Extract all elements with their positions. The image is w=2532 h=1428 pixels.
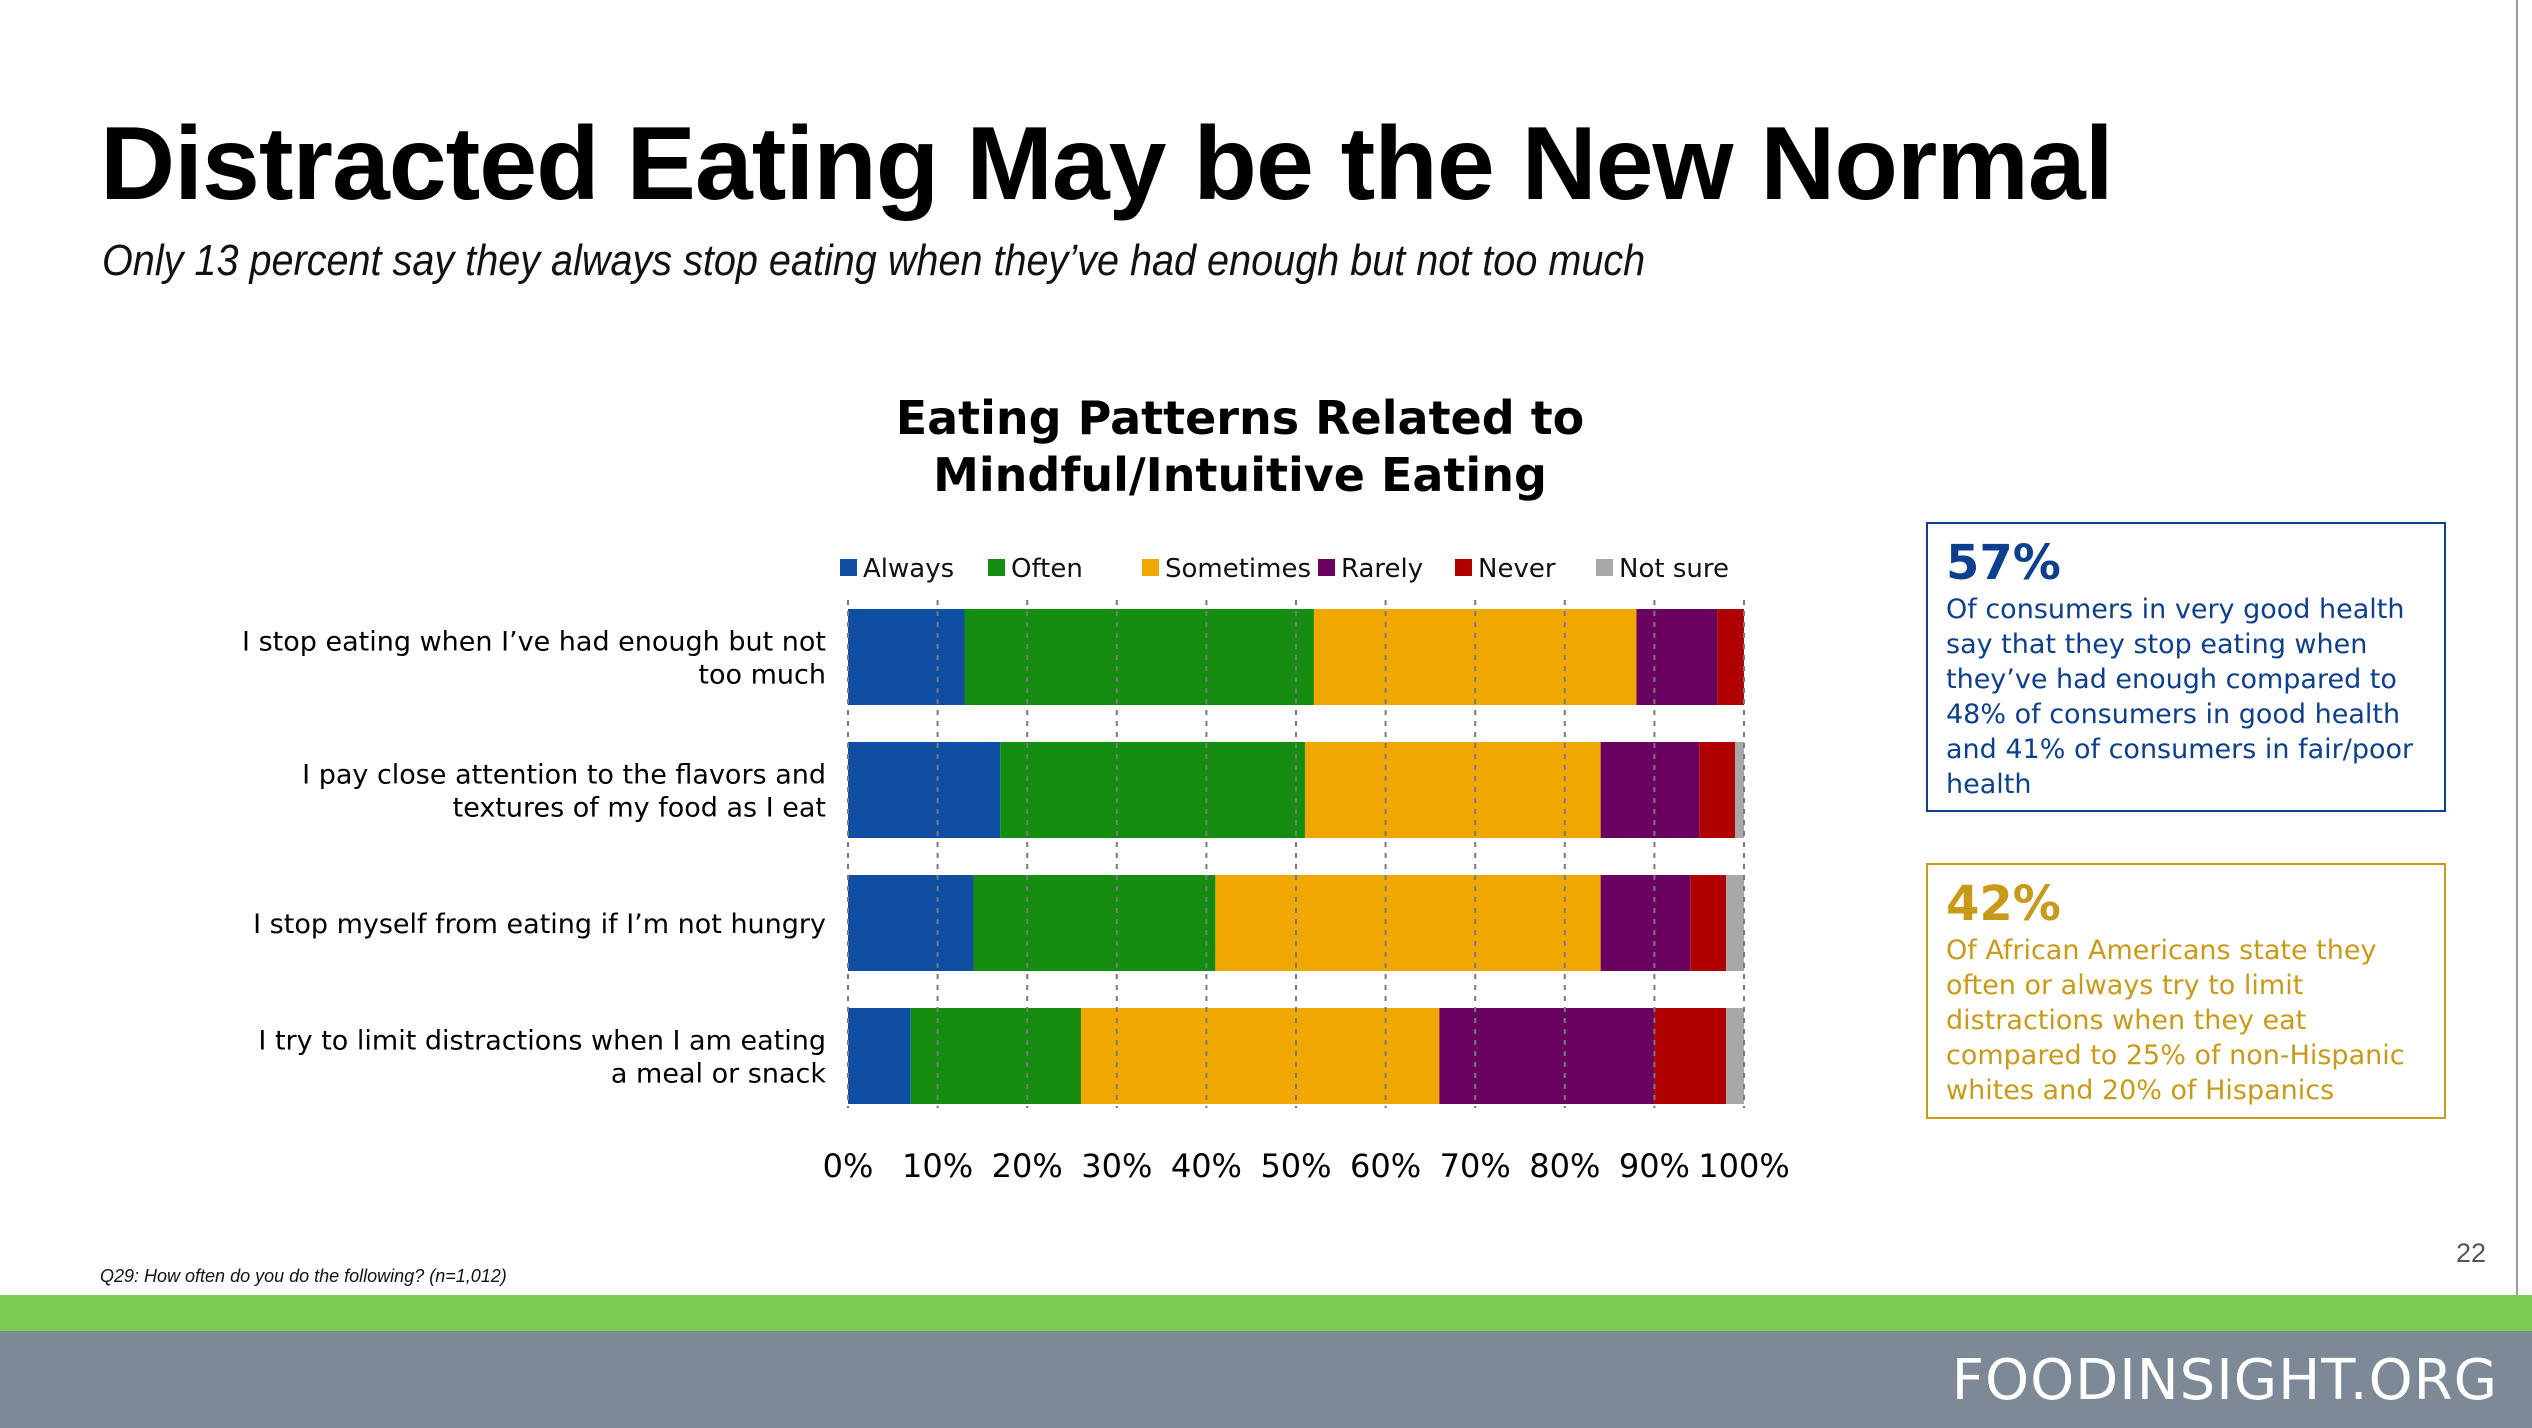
x-tick-label-7: 70% bbox=[1440, 1147, 1511, 1185]
x-tick-label-8: 80% bbox=[1529, 1147, 1600, 1185]
bar-2-1 bbox=[973, 875, 1216, 971]
footer-bar bbox=[0, 1331, 2532, 1428]
legend-swatch-0 bbox=[840, 559, 857, 576]
legend-swatch-3 bbox=[1318, 559, 1335, 576]
callout-health-stat: 57% bbox=[1946, 535, 2061, 591]
legend-swatch-1 bbox=[988, 559, 1005, 576]
footer-accent-bar bbox=[0, 1295, 2532, 1331]
category-label-0-0: I stop eating when I’ve had enough but n… bbox=[242, 627, 826, 658]
bar-1-4 bbox=[1699, 742, 1736, 838]
bar-2-5 bbox=[1726, 875, 1744, 971]
x-tick-label-1: 10% bbox=[902, 1147, 973, 1185]
chart-title: Eating Patterns Related to Mindful/Intui… bbox=[895, 391, 1585, 502]
legend-swatch-5 bbox=[1596, 559, 1613, 576]
category-label-3-1: a meal or snack bbox=[611, 1059, 826, 1090]
callout-distractions: 42% Of African Americans state they ofte… bbox=[1926, 863, 2446, 1119]
bar-0-1 bbox=[964, 609, 1314, 705]
bar-2-0 bbox=[848, 875, 974, 971]
legend-swatch-4 bbox=[1455, 559, 1472, 576]
slide-edge-divider bbox=[2516, 0, 2518, 1428]
bar-1-0 bbox=[848, 742, 1001, 838]
legend-label-2: Sometimes bbox=[1165, 554, 1311, 584]
bar-1-2 bbox=[1304, 742, 1601, 838]
bar-3-2 bbox=[1080, 1008, 1440, 1104]
x-tick-label-6: 60% bbox=[1350, 1147, 1421, 1185]
bar-3-1 bbox=[910, 1008, 1081, 1104]
legend-swatch-2 bbox=[1142, 559, 1159, 576]
callout-health-text: Of consumers in very good health say tha… bbox=[1946, 594, 2414, 800]
bar-1-1 bbox=[1000, 742, 1305, 838]
x-tick-label-9: 90% bbox=[1619, 1147, 1690, 1185]
brand-wordmark: FOODINSIGHT.ORG bbox=[1951, 1348, 2498, 1413]
legend-label-0: Always bbox=[863, 554, 954, 584]
category-label-3-0: I try to limit distractions when I am ea… bbox=[258, 1026, 826, 1057]
bar-2-3 bbox=[1600, 875, 1691, 971]
x-tick-label-3: 30% bbox=[1081, 1147, 1152, 1185]
page-subtitle: Only 13 percent say they always stop eat… bbox=[102, 236, 1646, 285]
bar-2-4 bbox=[1690, 875, 1727, 971]
bar-1-5 bbox=[1735, 742, 1744, 838]
bar-3-5 bbox=[1726, 1008, 1744, 1104]
x-tick-label-2: 20% bbox=[992, 1147, 1063, 1185]
category-label-0-1: too much bbox=[698, 660, 826, 691]
bar-1-3 bbox=[1600, 742, 1700, 838]
x-tick-label-10: 100% bbox=[1698, 1147, 1789, 1185]
category-label-1-1: textures of my food as I eat bbox=[453, 793, 826, 824]
bar-0-3 bbox=[1636, 609, 1718, 705]
legend-label-3: Rarely bbox=[1341, 554, 1423, 584]
legend-label-5: Not sure bbox=[1619, 554, 1729, 584]
x-tick-label-5: 50% bbox=[1260, 1147, 1331, 1185]
legend-label-4: Never bbox=[1478, 554, 1556, 584]
bar-3-0 bbox=[848, 1008, 911, 1104]
bar-3-3 bbox=[1439, 1008, 1655, 1104]
callout-distractions-text: Of African Americans state they often or… bbox=[1946, 935, 2405, 1106]
bar-0-0 bbox=[848, 609, 965, 705]
legend-label-1: Often bbox=[1011, 554, 1083, 584]
x-tick-label-0: 0% bbox=[823, 1147, 874, 1185]
bar-0-4 bbox=[1717, 609, 1744, 705]
page-title: Distracted Eating May be the New Normal bbox=[100, 106, 2114, 222]
callout-health: 57% Of consumers in very good health say… bbox=[1926, 522, 2446, 812]
category-label-2-0: I stop myself from eating if I’m not hun… bbox=[253, 909, 826, 940]
survey-footnote: Q29: How often do you do the following? … bbox=[100, 1266, 507, 1286]
page-number: 22 bbox=[2456, 1238, 2487, 1268]
bar-3-4 bbox=[1654, 1008, 1727, 1104]
x-tick-label-4: 40% bbox=[1171, 1147, 1242, 1185]
callout-distractions-stat: 42% bbox=[1946, 876, 2061, 932]
category-label-1-0: I pay close attention to the flavors and bbox=[302, 760, 826, 791]
bar-2-2 bbox=[1215, 875, 1601, 971]
